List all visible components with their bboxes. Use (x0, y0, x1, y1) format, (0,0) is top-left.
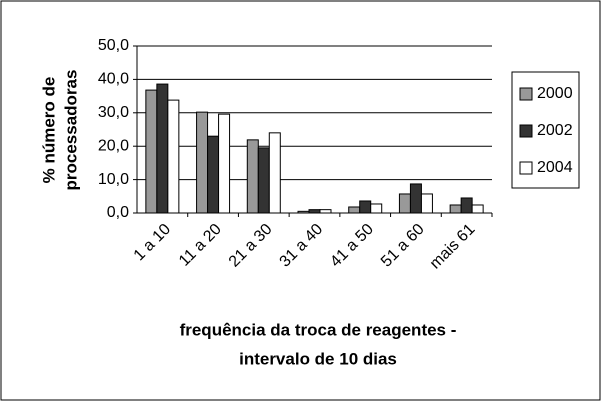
bar (308, 209, 321, 214)
bar (297, 210, 310, 214)
bar (420, 193, 433, 214)
legend-label: 2002 (537, 122, 573, 139)
legend-label: 2000 (537, 85, 573, 102)
bar (449, 204, 462, 214)
y-tick-label: 30,0 (98, 104, 129, 121)
bar (257, 147, 270, 214)
bar (359, 200, 372, 214)
bar (207, 135, 220, 214)
x-axis-label: intervalo de 10 dias (239, 349, 397, 368)
bar (460, 197, 473, 214)
bar (196, 111, 209, 214)
y-tick-label: 0,0 (107, 204, 129, 221)
legend-swatch (519, 124, 533, 138)
bar (398, 193, 411, 214)
bar (218, 113, 231, 214)
x-axis-label: frequência da troca de reagentes - (180, 320, 457, 339)
y-axis-label: % número de (39, 77, 58, 184)
y-axis-label: processadoras (61, 70, 80, 191)
legend-swatch (519, 87, 533, 101)
y-tick-label: 10,0 (98, 171, 129, 188)
bar (156, 83, 169, 214)
y-tick-label: 50,0 (98, 37, 129, 54)
bar (246, 139, 259, 214)
bar (348, 206, 361, 214)
bar (370, 203, 383, 214)
bar (471, 204, 484, 214)
bar (167, 99, 180, 214)
bar (319, 209, 332, 214)
bar (409, 183, 422, 214)
legend-label: 2004 (537, 159, 573, 176)
y-tick-label: 40,0 (98, 71, 129, 88)
legend-swatch (519, 161, 533, 175)
bar (268, 132, 281, 214)
y-tick-label: 20,0 (98, 137, 129, 154)
bar (145, 89, 158, 214)
